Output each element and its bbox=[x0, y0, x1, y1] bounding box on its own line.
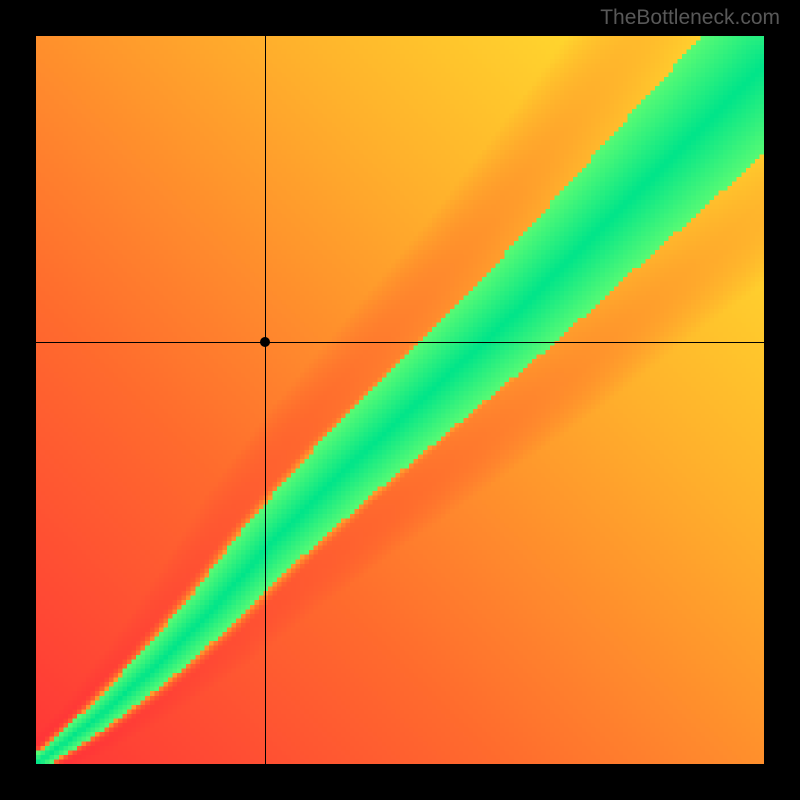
heatmap-canvas bbox=[36, 36, 764, 764]
crosshair-vertical bbox=[265, 36, 266, 764]
data-point-marker bbox=[260, 337, 270, 347]
crosshair-horizontal bbox=[36, 342, 764, 343]
heatmap-plot bbox=[36, 36, 764, 764]
watermark-text: TheBottleneck.com bbox=[600, 6, 780, 30]
